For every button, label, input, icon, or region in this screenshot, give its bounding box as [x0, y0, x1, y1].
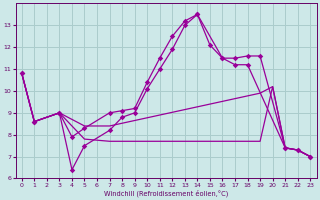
- X-axis label: Windchill (Refroidissement éolien,°C): Windchill (Refroidissement éolien,°C): [104, 189, 228, 197]
